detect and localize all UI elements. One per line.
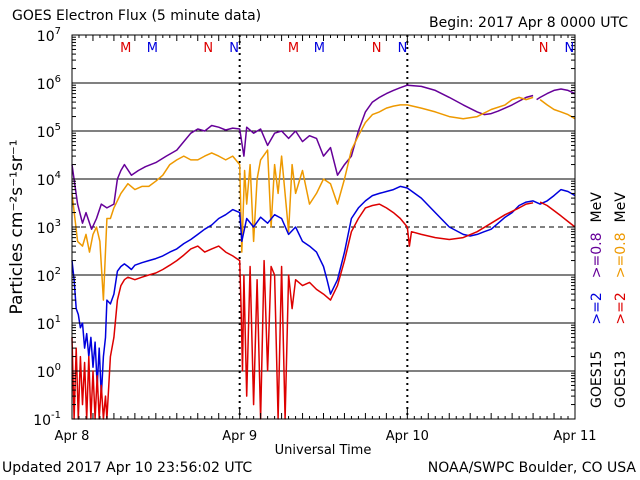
- x-tick-label: Apr 9: [222, 429, 257, 444]
- y-tick-label: 105: [37, 122, 61, 141]
- gridlines: [72, 34, 575, 420]
- legend-column: GOES15 >=2 >=0.8 MeV: [589, 192, 605, 408]
- series-line-5: [71, 202, 534, 420]
- axes: [71, 34, 576, 420]
- legend-entry: >=0.8: [613, 232, 629, 278]
- satellite-marker: N: [203, 41, 213, 56]
- satellite-marker: M: [314, 41, 325, 56]
- satellite-marker: N: [229, 41, 239, 56]
- begin-time: Begin: 2017 Apr 8 0000 UTC: [429, 15, 628, 31]
- y-tick-label: 10-1: [33, 410, 61, 429]
- y-tick-label: 106: [37, 74, 61, 93]
- series-line-3: [539, 99, 576, 120]
- legend-entry: >=2: [613, 292, 629, 324]
- x-tick-label: Apr 10: [386, 429, 429, 444]
- legend-satellite: GOES15: [589, 351, 605, 408]
- chart-title: GOES Electron Flux (5 minute data): [12, 8, 262, 24]
- legend-entry: >=0.8: [589, 232, 605, 278]
- y-tick-label: 102: [37, 266, 61, 285]
- x-axis-label: Universal Time: [275, 443, 372, 458]
- y-tick-label: 100: [37, 362, 61, 381]
- series-line-1: [536, 88, 576, 101]
- satellite-marker: M: [147, 41, 158, 56]
- satellite-marker: N: [398, 41, 408, 56]
- y-tick-label: 101: [37, 314, 61, 333]
- satellite-marker: M: [120, 41, 131, 56]
- y-axis-label: Particles cm⁻²s⁻¹sr⁻¹: [7, 139, 27, 314]
- x-tick-label: Apr 8: [55, 429, 90, 444]
- y-tick-label: 107: [37, 26, 61, 45]
- satellite-marker: M: [288, 41, 299, 56]
- series-line-6: [539, 201, 576, 228]
- y-tick-label: 103: [37, 218, 61, 237]
- legend-entry: MeV: [589, 192, 605, 223]
- series-line-2: [71, 96, 534, 301]
- x-tick-label: Apr 11: [553, 429, 596, 444]
- credit: NOAA/SWPC Boulder, CO USA: [427, 460, 636, 476]
- series-line-4: [71, 185, 576, 397]
- series-line-0: [71, 84, 534, 230]
- series-layer: [71, 84, 576, 420]
- updated-timestamp: Updated 2017 Apr 10 23:56:02 UTC: [2, 460, 253, 476]
- y-tick-label: 104: [37, 170, 61, 189]
- legend-entry: >=2: [589, 292, 605, 324]
- satellite-marker: N: [565, 41, 575, 56]
- legend-satellite: GOES13: [613, 351, 629, 408]
- legend-entry: MeV: [613, 192, 629, 223]
- legend-column: GOES13 >=2 >=0.8 MeV: [613, 192, 629, 408]
- chart-text: 10-1 100 101 102 103 104 105 106 107 Apr 8 Apr 9 Ap…: [7, 26, 629, 458]
- satellite-marker: N: [372, 41, 382, 56]
- satellite-marker: N: [539, 41, 549, 56]
